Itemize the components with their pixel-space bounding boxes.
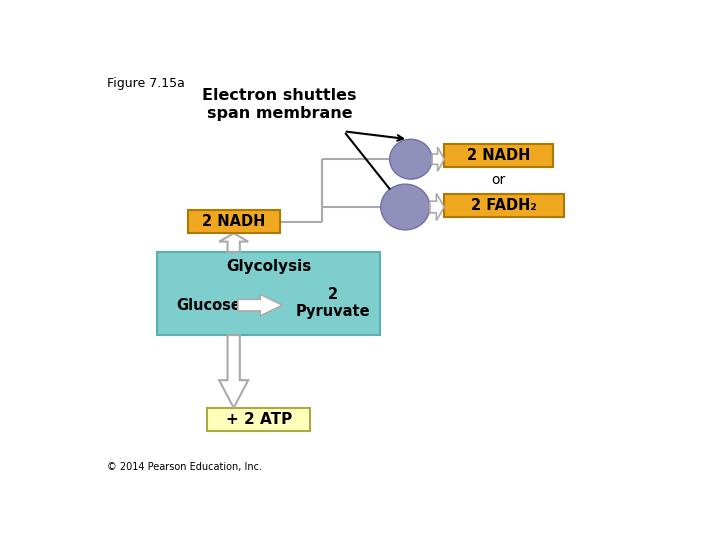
- Polygon shape: [238, 294, 282, 316]
- FancyBboxPatch shape: [444, 194, 564, 217]
- Text: 2 FADH₂: 2 FADH₂: [472, 198, 537, 213]
- Polygon shape: [432, 147, 444, 171]
- Text: Glycolysis: Glycolysis: [226, 259, 311, 274]
- Ellipse shape: [381, 184, 430, 230]
- Polygon shape: [219, 233, 248, 252]
- Text: 2 NADH: 2 NADH: [467, 148, 531, 163]
- FancyBboxPatch shape: [188, 210, 279, 233]
- Text: 2 NADH: 2 NADH: [202, 214, 266, 230]
- FancyBboxPatch shape: [207, 408, 310, 431]
- Text: + 2 ATP: + 2 ATP: [225, 412, 292, 427]
- Text: Figure 7.15a: Figure 7.15a: [107, 77, 184, 90]
- Polygon shape: [430, 193, 444, 220]
- Text: or: or: [492, 173, 506, 187]
- Text: Electron shuttles
span membrane: Electron shuttles span membrane: [202, 87, 357, 122]
- Text: 2
Pyruvate: 2 Pyruvate: [295, 287, 370, 319]
- Ellipse shape: [390, 139, 432, 179]
- Polygon shape: [219, 335, 248, 408]
- Text: Glucose: Glucose: [176, 298, 241, 313]
- FancyBboxPatch shape: [157, 252, 380, 335]
- FancyBboxPatch shape: [444, 144, 553, 167]
- Text: © 2014 Pearson Education, Inc.: © 2014 Pearson Education, Inc.: [107, 462, 262, 472]
